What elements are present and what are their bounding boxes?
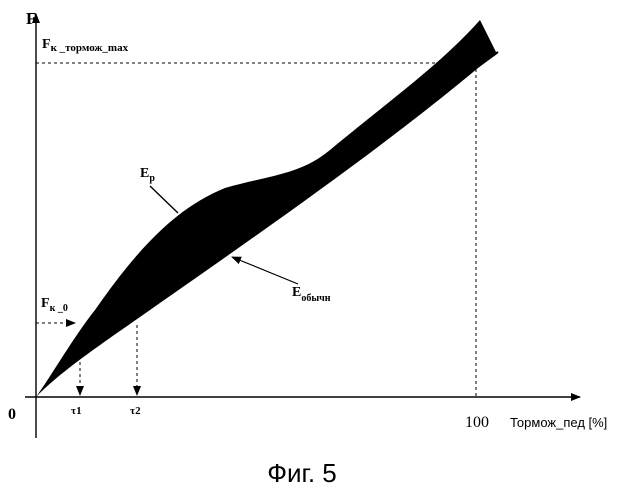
ep-leader-line [150,186,178,213]
fk0-label: Fк _0 [41,296,68,314]
figure-caption: Фиг. 5 [267,458,337,488]
t2-label: τ2 [130,405,141,417]
eobych-leader-line [232,257,298,284]
t1-label: τ1 [71,405,82,417]
x-tick-100: 100 [465,414,489,431]
fk-max-label: Fк _тормож_max [42,37,129,54]
y-axis-label: F [26,9,36,28]
characteristic-band [36,20,497,397]
x-axis-unit-label: Тормож_пед [%] [510,415,607,430]
eobych-label: Eобычн [292,285,331,304]
ep-label: Ep [140,166,155,184]
origin-label: 0 [8,406,16,423]
